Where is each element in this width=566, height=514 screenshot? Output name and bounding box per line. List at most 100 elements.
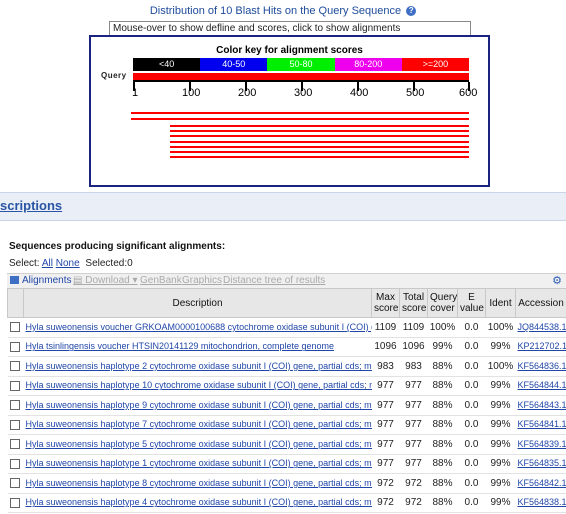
row-checkbox[interactable] [9,341,20,352]
scale-tick [413,82,415,91]
hit-line[interactable] [170,151,469,153]
row-checkbox[interactable] [9,419,20,430]
query-cover-cell: 88% [427,415,458,435]
e-value-cell: 0.0 [457,337,486,357]
query-cover-cell: 99% [427,337,458,357]
hit-line[interactable] [170,125,469,127]
query-cover-cell: 88% [427,395,458,416]
row-checkbox[interactable] [9,380,20,391]
query-label: Query [101,71,127,80]
max-score-cell: 977 [371,434,400,455]
ident-cell: 99% [485,395,516,416]
select-none-link[interactable]: None [55,258,80,269]
chevron-down-icon: ▾ [132,275,138,286]
description-link[interactable]: Hyla suweonensis haplotype 1 cytochrome … [25,458,372,469]
query-cover-header[interactable]: Query cover [427,288,458,318]
e-value-header[interactable]: E value [457,288,486,318]
download-icon: ▤ [73,275,83,286]
table-row: Hyla suweonensis haplotype 10 cytochrome… [7,376,566,396]
total-score-cell: 972 [399,493,428,513]
e-value-cell: 0.0 [457,395,486,416]
row-checkbox[interactable] [9,458,20,469]
query-scale [133,80,469,82]
defline-display-box: Mouse-over to show defline and scores, c… [109,21,471,36]
row-checkbox[interactable] [9,400,20,411]
description-link[interactable]: Hyla suweonensis voucher GRKOAM000010068… [25,321,372,332]
alignments-tab[interactable]: Alignments [10,275,71,286]
max-score-cell: 977 [371,376,400,396]
row-checkbox[interactable] [9,439,20,450]
total-score-header[interactable]: Total score [399,288,428,318]
description-link[interactable]: Hyla suweonensis haplotype 2 cytochrome … [25,360,372,371]
scale-tick-label: 200 [238,87,257,99]
descriptions-section-header[interactable]: scriptions [0,192,566,221]
description-link[interactable]: Hyla suweonensis haplotype 8 cytochrome … [25,477,372,488]
row-checkbox[interactable] [9,478,20,489]
color-key-title: Color key for alignment scores [216,45,363,56]
accession-link[interactable]: KF564838.1 [517,497,566,508]
accession-header[interactable]: Accession [515,288,566,318]
e-value-cell: 0.0 [457,493,486,513]
description-link[interactable]: Hyla suweonensis haplotype 5 cytochrome … [25,438,372,449]
e-value-cell: 0.0 [457,473,486,494]
accession-link[interactable]: KF564842.1 [517,477,566,488]
distribution-title: Distribution of 10 Blast Hits on the Que… [0,5,566,17]
descriptions-section-title[interactable]: scriptions [0,198,63,213]
hit-line[interactable] [170,135,469,137]
accession-link[interactable]: KF564836.1 [517,360,566,371]
e-value-cell: 0.0 [457,317,486,338]
hit-line[interactable] [131,112,469,114]
description-cell: Hyla suweonensis haplotype 4 cytochrome … [23,493,372,513]
select-all-link[interactable]: All [41,258,53,269]
row-checkbox[interactable] [9,361,20,372]
distance-tree-link[interactable]: Distance tree of results [223,275,326,286]
accession-link[interactable]: KF564839.1 [517,438,566,449]
download-button[interactable]: ▤ Download ▾ [73,275,138,286]
query-cover-cell: 100% [427,317,458,338]
ident-cell: 99% [485,376,516,396]
table-row: Hyla suweonensis haplotype 4 cytochrome … [7,493,566,513]
max-score-header[interactable]: Max score [371,288,400,318]
hit-line[interactable] [170,156,469,158]
help-icon[interactable]: ? [406,6,417,17]
alignment-graphic[interactable]: Color key for alignment scores <40 40-50 5… [89,35,490,187]
row-checkbox[interactable] [9,322,20,333]
accession-link[interactable]: KF564843.1 [517,399,566,410]
ident-cell: 100% [485,317,516,338]
scale-tick-label: 300 [294,87,313,99]
query-cover-cell: 88% [427,454,458,474]
row-select-cell [7,317,24,338]
hit-line[interactable] [170,146,469,148]
accession-link[interactable]: KF564835.1 [517,458,566,469]
total-score-cell: 977 [399,454,428,474]
hit-line[interactable] [170,130,469,132]
table-row: Hyla suweonensis haplotype 5 cytochrome … [7,434,566,455]
query-cover-cell: 88% [427,473,458,494]
accession-cell: KF564838.1 [515,493,566,513]
accession-link[interactable]: KP212702.1 [517,341,566,352]
ident-header[interactable]: Ident [485,288,516,318]
hit-line[interactable] [170,141,469,143]
accession-link[interactable]: KF564844.1 [517,380,566,391]
description-header[interactable]: Description [23,288,372,318]
scale-tick [301,82,303,91]
row-select-cell [7,395,24,416]
description-link[interactable]: Hyla suweonensis haplotype 7 cytochrome … [25,419,372,430]
accession-link[interactable]: JQ844538.1 [517,321,566,332]
description-link[interactable]: Hyla suweonensis haplotype 4 cytochrome … [25,497,372,508]
accession-link[interactable]: KF564841.1 [517,419,566,430]
description-link[interactable]: Hyla suweonensis haplotype 10 cytochrome… [25,380,372,391]
description-link[interactable]: Hyla suweonensis haplotype 9 cytochrome … [25,399,372,410]
gear-icon[interactable]: ⚙ [552,275,562,287]
table-row: Hyla suweonensis haplotype 2 cytochrome … [7,356,566,377]
table-row: Hyla suweonensis haplotype 7 cytochrome … [7,415,566,435]
row-checkbox[interactable] [9,497,20,508]
row-select-cell [7,434,24,455]
genbank-link[interactable]: GenBank [140,275,182,286]
hit-line[interactable] [131,118,469,120]
max-score-cell: 972 [371,493,400,513]
description-link[interactable]: Hyla tsinlingensis voucher HTSIN20141129… [25,341,335,352]
color-key-segment: >=200 [401,58,470,71]
graphics-link[interactable]: Graphics [182,275,223,286]
accession-cell: JQ844538.1 [515,317,566,338]
